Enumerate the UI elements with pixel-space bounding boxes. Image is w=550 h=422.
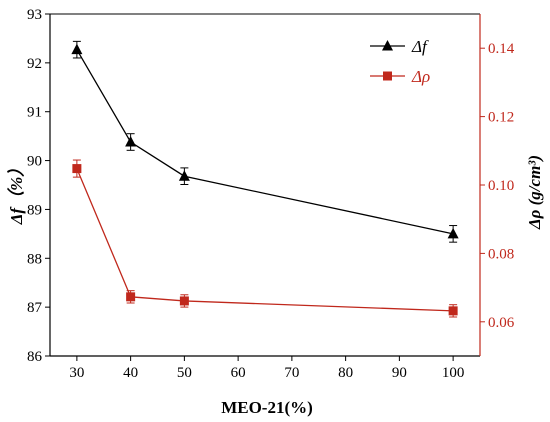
right-y-tick-label: 0.14 (488, 41, 515, 57)
series-delta-f (71, 40, 459, 243)
data-point-triangle (71, 43, 83, 55)
right-y-axis-ticks: 0.06 0.08 0.10 0.12 0.14 (480, 41, 515, 331)
x-tick-label: 50 (177, 365, 192, 381)
right-y-tick-label: 0.12 (488, 110, 514, 126)
legend-marker-triangle (382, 40, 393, 51)
legend-item: Δf (370, 37, 429, 56)
left-y-tick-label: 91 (27, 105, 42, 121)
data-point-triangle (447, 227, 459, 239)
left-y-tick-label: 88 (27, 251, 42, 267)
right-y-tick-label: 0.08 (488, 246, 514, 262)
legend-label: Δρ (411, 67, 430, 86)
data-point-triangle (178, 170, 190, 181)
x-tick-label: 90 (392, 365, 407, 381)
x-tick-label: 80 (338, 365, 353, 381)
legend-marker-square (383, 71, 392, 81)
left-y-tick-label: 93 (27, 7, 42, 23)
x-tick-label: 60 (231, 365, 246, 381)
left-y-axis-ticks: 86 87 88 89 90 91 92 93 (27, 7, 50, 365)
series-delta-rho (72, 159, 458, 318)
left-y-tick-label: 90 (27, 154, 42, 170)
x-axis-ticks: 30 40 50 60 70 80 90 100 (69, 356, 464, 381)
left-y-tick-label: 86 (27, 349, 43, 365)
right-y-tick-label: 0.10 (488, 178, 514, 194)
left-y-tick-label: 89 (27, 202, 42, 218)
data-point-square (179, 296, 189, 306)
legend-item: Δρ (370, 67, 430, 86)
x-tick-label: 100 (442, 365, 465, 381)
x-tick-label: 40 (123, 365, 138, 381)
data-point-square (72, 164, 82, 174)
right-y-tick-label: 0.06 (488, 315, 515, 331)
series-line (76, 49, 454, 235)
legend: Δf Δρ (370, 37, 430, 86)
legend-label: Δf (411, 37, 429, 56)
data-point-square (448, 306, 458, 316)
x-axis-title: MEO-21(%) (221, 398, 313, 417)
series-line (76, 168, 454, 312)
right-y-axis-title: Δρ (g/cm³) (525, 155, 544, 230)
series-layer (71, 40, 459, 318)
data-point-square (126, 292, 136, 302)
plot-frame (49, 13, 481, 357)
data-point-triangle (125, 136, 137, 147)
left-y-tick-label: 92 (27, 56, 42, 72)
left-y-tick-label: 87 (27, 300, 43, 316)
left-y-axis-title: Δf（%） (7, 160, 26, 225)
x-tick-label: 70 (284, 365, 299, 381)
x-tick-label: 30 (69, 365, 84, 381)
